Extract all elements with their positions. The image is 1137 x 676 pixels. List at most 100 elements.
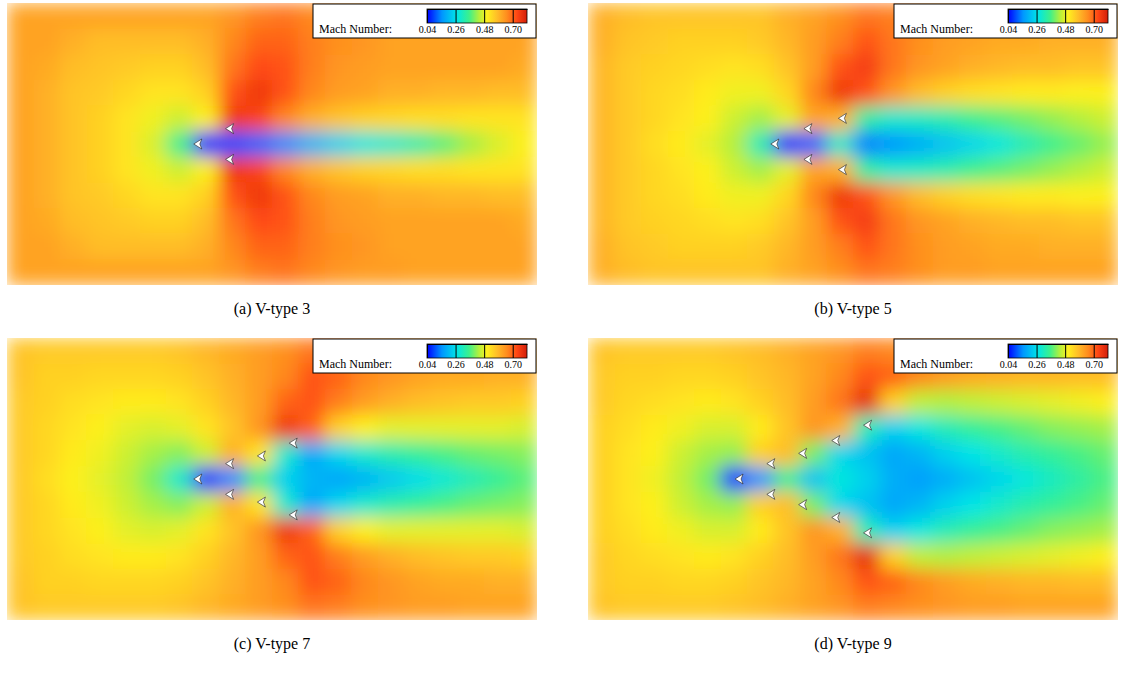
field-cell — [219, 54, 246, 80]
field-cell — [272, 389, 299, 415]
field-cell — [405, 182, 432, 208]
field-cell — [880, 259, 907, 285]
field-cell — [219, 543, 246, 569]
field-cell — [193, 415, 220, 441]
field-cell — [34, 569, 61, 595]
field-cell — [853, 29, 880, 55]
field-cell — [34, 234, 61, 260]
legend-box — [894, 4, 1117, 38]
field-cell — [299, 54, 326, 80]
field-cell — [193, 234, 220, 260]
field-cell — [431, 594, 458, 620]
field-cell — [352, 182, 379, 208]
field-cell — [166, 259, 193, 285]
field-cell — [588, 80, 615, 106]
field-cell — [246, 131, 273, 157]
field-cell — [853, 131, 880, 157]
field-cell — [1012, 106, 1039, 132]
plot-area — [588, 3, 1118, 285]
mach-field — [588, 3, 1118, 285]
field-cell — [747, 234, 774, 260]
field-cell — [986, 594, 1013, 620]
field-cell — [431, 389, 458, 415]
field-cell — [458, 259, 485, 285]
colorbar-legend: 0.040.260.480.70Mach Number: — [313, 4, 536, 38]
field-cell — [694, 80, 721, 106]
field-cell — [7, 543, 34, 569]
field-cell — [668, 131, 695, 157]
body-element — [226, 489, 234, 499]
field-cell — [299, 106, 326, 132]
field-cell — [325, 492, 352, 518]
field-cell — [405, 594, 432, 620]
field-cell — [325, 389, 352, 415]
field-cell — [34, 80, 61, 106]
field-cell — [431, 106, 458, 132]
field-cell — [668, 517, 695, 543]
field-cell — [827, 338, 854, 364]
colorbar-tick-label: 0.04 — [419, 359, 437, 370]
field-cell — [352, 131, 379, 157]
colorbar — [427, 9, 527, 23]
field-cell — [60, 466, 87, 492]
field-cell — [405, 517, 432, 543]
colorbar-tick-label: 0.48 — [476, 24, 494, 35]
field-cell — [378, 80, 405, 106]
field-cell — [166, 569, 193, 595]
field-cell — [1039, 492, 1066, 518]
field-cell — [588, 415, 615, 441]
field-cell — [378, 182, 405, 208]
field-cell — [641, 234, 668, 260]
field-cell — [7, 234, 34, 260]
field-cell — [219, 3, 246, 29]
field-cell — [880, 234, 907, 260]
field-cell — [166, 182, 193, 208]
field-cell — [511, 594, 538, 620]
field-cell — [246, 594, 273, 620]
colorbar-tick-line — [513, 9, 514, 23]
field-cell — [219, 131, 246, 157]
field-cell — [615, 517, 642, 543]
field-cell — [615, 338, 642, 364]
field-cell — [219, 29, 246, 55]
field-cell — [140, 389, 167, 415]
field-cell — [906, 492, 933, 518]
field-cell — [113, 594, 140, 620]
colorbar-legend: 0.040.260.480.70Mach Number: — [894, 4, 1117, 38]
field-cell — [87, 569, 114, 595]
field-cell — [272, 517, 299, 543]
field-cell — [774, 208, 801, 234]
panel: 0.040.260.480.70Mach Number:(b) V-type 5 — [588, 3, 1119, 318]
field-cell — [113, 80, 140, 106]
field-cell — [1012, 594, 1039, 620]
field-cell — [986, 259, 1013, 285]
field-cell — [1065, 594, 1092, 620]
field-cell — [34, 208, 61, 234]
field-cell — [352, 543, 379, 569]
colorbar — [1008, 9, 1108, 23]
field-cell — [378, 492, 405, 518]
colorbar-tick-line — [427, 344, 428, 358]
field-cell — [325, 106, 352, 132]
field-cell — [588, 157, 615, 183]
field-cell — [588, 569, 615, 595]
field-cell — [193, 364, 220, 390]
field-cell — [800, 466, 827, 492]
field-cell — [352, 415, 379, 441]
colorbar-tick: 0.70 — [1085, 9, 1103, 35]
field-cell — [511, 182, 538, 208]
colorbar-domain — [428, 344, 528, 345]
bodies — [194, 438, 297, 520]
body-element — [226, 459, 234, 469]
field-cell — [246, 259, 273, 285]
bodies — [735, 420, 872, 538]
field-cell — [458, 234, 485, 260]
field-cell — [60, 594, 87, 620]
field-cell — [641, 415, 668, 441]
body-element — [289, 438, 297, 448]
colorbar-tick-label: 0.70 — [1085, 24, 1103, 35]
colorbar-domain — [428, 9, 528, 10]
field-cell — [827, 415, 854, 441]
field-cell — [827, 182, 854, 208]
field-cell — [615, 182, 642, 208]
